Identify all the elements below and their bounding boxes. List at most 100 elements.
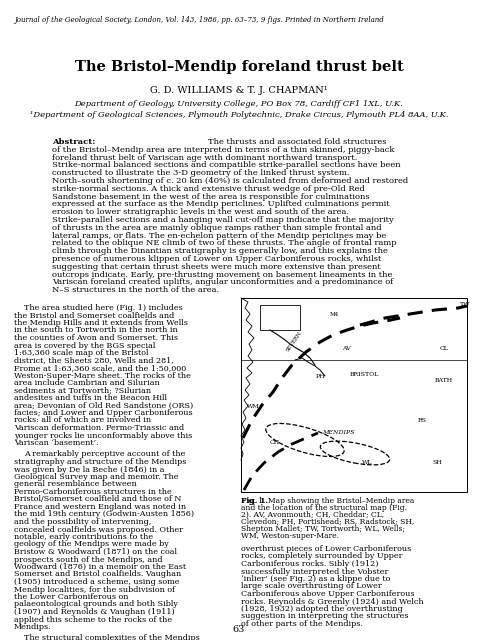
Text: outcrops indicate. Early, pre-thrusting movement on basement lineaments in the: outcrops indicate. Early, pre-thrusting … [52, 271, 392, 278]
Text: Clevedon; PH, Portishead; RS, Radstock; SH,: Clevedon; PH, Portishead; RS, Radstock; … [241, 518, 414, 526]
Text: WL: WL [362, 460, 373, 465]
Text: (1907) and Reynolds & Vaughan (1911): (1907) and Reynolds & Vaughan (1911) [14, 608, 175, 616]
Text: in the south to Tortworth in the north in: in the south to Tortworth in the north i… [14, 326, 178, 335]
Text: suggesting that certain thrust sheets were much more extensive than present: suggesting that certain thrust sheets we… [52, 263, 381, 271]
Text: rocks, completely surrounded by Upper: rocks, completely surrounded by Upper [241, 552, 402, 561]
Text: area; Devonian of Old Red Sandstone (ORS): area; Devonian of Old Red Sandstone (ORS… [14, 401, 193, 410]
Text: Somerset and Bristol coalfields. Vaughan: Somerset and Bristol coalfields. Vaughan [14, 570, 181, 579]
Text: Strike-parallel sections and a hanging wall cut-off map indicate that the majori: Strike-parallel sections and a hanging w… [52, 216, 394, 224]
Text: Fig. 1. Map showing the Bristol–Mendip area: Fig. 1. Map showing the Bristol–Mendip a… [241, 497, 414, 505]
Text: Fig. 1.: Fig. 1. [241, 497, 268, 505]
Text: Bristow & Woodward (1871) on the coal: Bristow & Woodward (1871) on the coal [14, 548, 177, 556]
Text: area include Cambrian and Silurian: area include Cambrian and Silurian [14, 379, 160, 387]
Text: The Bristol–Mendip foreland thrust belt: The Bristol–Mendip foreland thrust belt [75, 60, 403, 74]
Text: of the Bristol–Mendip area are interpreted in terms of a thin skinned, piggy-bac: of the Bristol–Mendip area are interpret… [52, 146, 395, 154]
Text: foreland thrust belt of Variscan age with dominant northward transport.: foreland thrust belt of Variscan age wit… [52, 154, 357, 161]
Text: large scale overthrusting of Lower: large scale overthrusting of Lower [241, 582, 382, 591]
Text: successfully interpreted the Vobster: successfully interpreted the Vobster [241, 568, 388, 575]
Text: ¹Department of Geological Sciences, Plymouth Polytechnic, Drake Circus, Plymouth: ¹Department of Geological Sciences, Plym… [30, 111, 448, 119]
Text: overthrust pieces of Lower Carboniferous: overthrust pieces of Lower Carboniferous [241, 545, 411, 553]
Text: BATH: BATH [435, 378, 453, 383]
Text: applied this scheme to the rocks of the: applied this scheme to the rocks of the [14, 616, 172, 623]
Text: CH: CH [270, 440, 280, 445]
Text: geology of the Mendips were made by: geology of the Mendips were made by [14, 541, 169, 548]
Text: RS: RS [418, 417, 427, 422]
Text: AV: AV [342, 346, 351, 351]
Text: Bristol/Somerset coalfield and those of N: Bristol/Somerset coalfield and those of … [14, 495, 182, 504]
Text: constructed to illustrate the 3-D geometry of the linked thrust system.: constructed to illustrate the 3-D geomet… [52, 169, 350, 177]
Text: rocks. Reynolds & Greenly (1924) and Welch: rocks. Reynolds & Greenly (1924) and Wel… [241, 598, 423, 605]
Text: CL: CL [440, 346, 449, 351]
Text: was given by De la Beche (1846) in a: was given by De la Beche (1846) in a [14, 465, 164, 474]
Text: M4: M4 [330, 312, 339, 317]
Text: G. D. WILLIAMS & T. J. CHAPMAN¹: G. D. WILLIAMS & T. J. CHAPMAN¹ [150, 86, 328, 95]
Text: 2). AV, Avonmouth; CH, Cheddar; CL,: 2). AV, Avonmouth; CH, Cheddar; CL, [241, 511, 384, 519]
Text: Journal of the Geological Society, London, Vol. 143, 1986, pp. 63–73, 9 figs. Pr: Journal of the Geological Society, Londo… [14, 16, 384, 24]
Text: of other parts of the Mendips.: of other parts of the Mendips. [241, 620, 363, 628]
Text: TW: TW [460, 301, 470, 307]
Text: andesites and tuffs in the Beacon Hill: andesites and tuffs in the Beacon Hill [14, 394, 167, 402]
Text: WM, Weston-super-Mare.: WM, Weston-super-Mare. [241, 532, 339, 540]
Text: France and western England was noted in: France and western England was noted in [14, 503, 186, 511]
Text: the counties of Avon and Somerset. This: the counties of Avon and Somerset. This [14, 334, 178, 342]
Bar [260, 305, 300, 330]
Text: lateral ramps, or flats. The en-echelon pattern of the Mendip periclines may be: lateral ramps, or flats. The en-echelon … [52, 232, 386, 239]
Text: Weston-Super-Mare sheet. The rocks of the: Weston-Super-Mare sheet. The rocks of th… [14, 371, 191, 380]
Text: district, the Sheets 280, Wells and 281,: district, the Sheets 280, Wells and 281, [14, 356, 174, 365]
Text: the Mendip Hills and it extends from Wells: the Mendip Hills and it extends from Wel… [14, 319, 188, 327]
Text: and the possibility of intervening,: and the possibility of intervening, [14, 518, 151, 526]
Text: concealed coalfields was proposed. Other: concealed coalfields was proposed. Other [14, 525, 183, 534]
Text: general resemblance between: general resemblance between [14, 481, 137, 488]
Text: MENDIPS: MENDIPS [322, 431, 354, 435]
Text: Permo-Carboniferous structures in the: Permo-Carboniferous structures in the [14, 488, 172, 496]
Text: Carboniferous above Upper Carboniferous: Carboniferous above Upper Carboniferous [241, 590, 414, 598]
Text: Variscan deformation. Permo-Triassic and: Variscan deformation. Permo-Triassic and [14, 424, 184, 432]
Text: North–south shortening of c. 20 km (40%) is calculated from deformed and restore: North–south shortening of c. 20 km (40%)… [52, 177, 408, 185]
Text: strike-normal sections. A thick and extensive thrust wedge of pre-Old Red: strike-normal sections. A thick and exte… [52, 185, 365, 193]
Text: the Lower Carboniferous on: the Lower Carboniferous on [14, 593, 128, 601]
Text: Carboniferous rocks. Sibly (1912): Carboniferous rocks. Sibly (1912) [241, 560, 378, 568]
Text: A remarkably perceptive account of the: A remarkably perceptive account of the [24, 451, 185, 458]
Text: Geological Survey map and memoir. The: Geological Survey map and memoir. The [14, 473, 179, 481]
Text: BRISTOL: BRISTOL [350, 372, 379, 378]
Text: presence of numerous klippen of Lower on Upper Carboniferous rocks, whilst: presence of numerous klippen of Lower on… [52, 255, 381, 263]
Text: facies; and Lower and Upper Carboniferous: facies; and Lower and Upper Carboniferou… [14, 409, 193, 417]
Text: erosion to lower stratigraphic levels in the west and south of the area.: erosion to lower stratigraphic levels in… [52, 208, 349, 216]
Text: SEVERN: SEVERN [285, 331, 303, 353]
Text: Sandstone basement in the west of the area is responsible for culminations: Sandstone basement in the west of the ar… [52, 193, 370, 200]
Text: the Bristol and Somerset coalfields and: the Bristol and Somerset coalfields and [14, 312, 174, 319]
Text: 63: 63 [233, 625, 245, 634]
Text: younger rocks lie unconformably above this: younger rocks lie unconformably above th… [14, 431, 192, 440]
Text: notable, early contributions to the: notable, early contributions to the [14, 533, 153, 541]
Text: climb through the Dinantian stratigraphy is generally low, and this explains the: climb through the Dinantian stratigraphy… [52, 247, 388, 255]
Text: Shepton Mallet; TW, Tortworth; WL, Wells;: Shepton Mallet; TW, Tortworth; WL, Wells… [241, 525, 405, 533]
Text: suggestion in interpreting the structures: suggestion in interpreting the structure… [241, 612, 409, 621]
Text: Department of Geology, University College, PO Box 78, Cardiff CF1 1XL, U.K.: Department of Geology, University Colleg… [75, 100, 403, 108]
Text: The structural complexities of the Mendips: The structural complexities of the Mendi… [24, 634, 200, 640]
Text: Frome at 1:63,360 scale, and the 1:50,000: Frome at 1:63,360 scale, and the 1:50,00… [14, 364, 186, 372]
Text: (1905) introduced a scheme, using some: (1905) introduced a scheme, using some [14, 578, 180, 586]
Text: SH: SH [432, 460, 442, 465]
Text: Woodward (1876) in a memoir on the East: Woodward (1876) in a memoir on the East [14, 563, 186, 571]
Text: The area studied here (Fig. 1) includes: The area studied here (Fig. 1) includes [24, 304, 183, 312]
Text: area is covered by the BGS special: area is covered by the BGS special [14, 342, 155, 349]
Text: The thrusts and associated fold structures: The thrusts and associated fold structur… [208, 138, 386, 146]
Text: related to the oblique NE climb of two of these thrusts. The angle of frontal ra: related to the oblique NE climb of two o… [52, 239, 397, 248]
Text: ‘inlier’ (see Fig. 2) as a klippe due to: ‘inlier’ (see Fig. 2) as a klippe due to [241, 575, 390, 583]
Text: Mendips.: Mendips. [14, 623, 52, 631]
Text: Strike-normal balanced sections and compatible strike-parallel sections have bee: Strike-normal balanced sections and comp… [52, 161, 400, 170]
Text: prospects south of the Mendips, and: prospects south of the Mendips, and [14, 556, 162, 563]
Text: Mendip localities, for the subdivision of: Mendip localities, for the subdivision o… [14, 586, 175, 593]
Text: PH: PH [316, 374, 326, 378]
Text: and the location of the structural map (Fig.: and the location of the structural map (… [241, 504, 407, 512]
Text: (1928, 1932) adopted the overthrusting: (1928, 1932) adopted the overthrusting [241, 605, 403, 613]
Text: expressed at the surface as the Mendip periclines. Uplifted culminations permit: expressed at the surface as the Mendip p… [52, 200, 389, 209]
Text: rocks: all of which are involved in: rocks: all of which are involved in [14, 417, 151, 424]
Text: 1:63,360 scale map of the Bristol: 1:63,360 scale map of the Bristol [14, 349, 148, 357]
Text: sediments at Tortworth; ?Silurian: sediments at Tortworth; ?Silurian [14, 387, 151, 394]
Text: Abstract:: Abstract: [52, 138, 95, 146]
Text: Variscan ‘basement’.: Variscan ‘basement’. [14, 439, 99, 447]
Bar [241, 298, 467, 492]
Text: palaeontological grounds and both Sibly: palaeontological grounds and both Sibly [14, 600, 178, 609]
Text: stratigraphy and structure of the Mendips: stratigraphy and structure of the Mendip… [14, 458, 186, 466]
